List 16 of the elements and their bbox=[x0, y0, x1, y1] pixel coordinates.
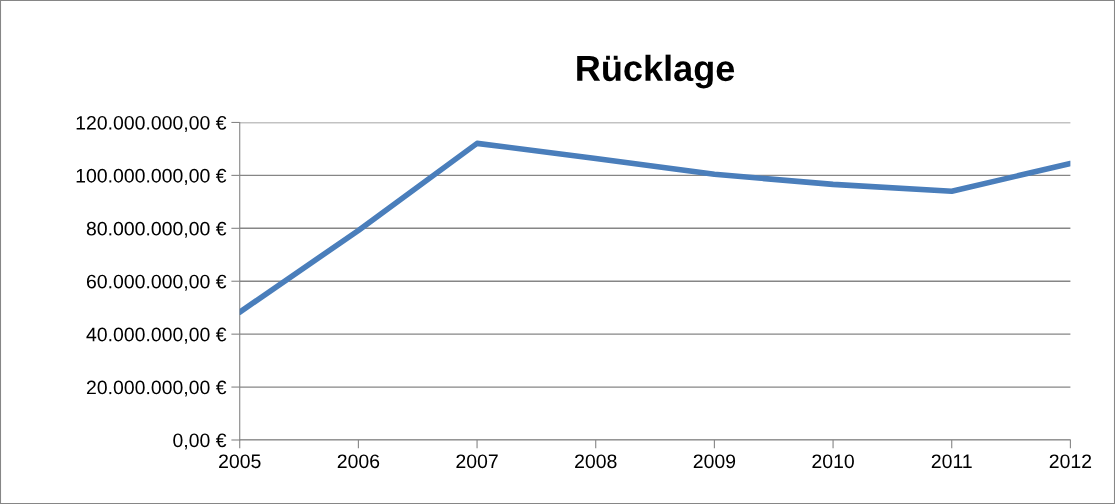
x-tick-label: 2007 bbox=[456, 454, 498, 469]
x-tick-label: 2008 bbox=[575, 454, 617, 469]
y-tick-label: 20.000.000,00 € bbox=[86, 380, 227, 397]
x-tick-label: 2006 bbox=[337, 454, 380, 469]
x-tick-label: 2012 bbox=[1049, 454, 1092, 469]
y-tick-label: 100.000.000,00 € bbox=[76, 168, 227, 185]
x-tick-label: 2011 bbox=[931, 454, 972, 469]
y-tick-label: 0,00 € bbox=[173, 433, 227, 450]
y-tick-label: 120.000.000,00 € bbox=[76, 115, 227, 133]
x-tick-label: 2005 bbox=[219, 454, 261, 469]
x-tick-label: 2009 bbox=[693, 454, 736, 469]
y-tick-label: 40.000.000,00 € bbox=[86, 327, 227, 344]
y-tick-label: 60.000.000,00 € bbox=[86, 274, 227, 291]
y-tick-label: 80.000.000,00 € bbox=[86, 221, 227, 238]
chart-title: Rücklage bbox=[577, 54, 735, 89]
x-tick-label: 2010 bbox=[812, 454, 854, 469]
